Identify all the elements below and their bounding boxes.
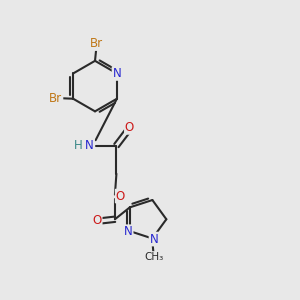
Text: O: O (125, 121, 134, 134)
Text: O: O (116, 190, 125, 202)
Text: Br: Br (90, 37, 103, 50)
Text: Br: Br (49, 92, 62, 105)
Text: CH₃: CH₃ (144, 252, 163, 262)
Text: O: O (92, 214, 102, 227)
Text: N: N (85, 139, 94, 152)
Text: H: H (74, 139, 82, 152)
Text: N: N (124, 225, 133, 238)
Text: N: N (112, 67, 121, 80)
Text: N: N (149, 232, 158, 246)
